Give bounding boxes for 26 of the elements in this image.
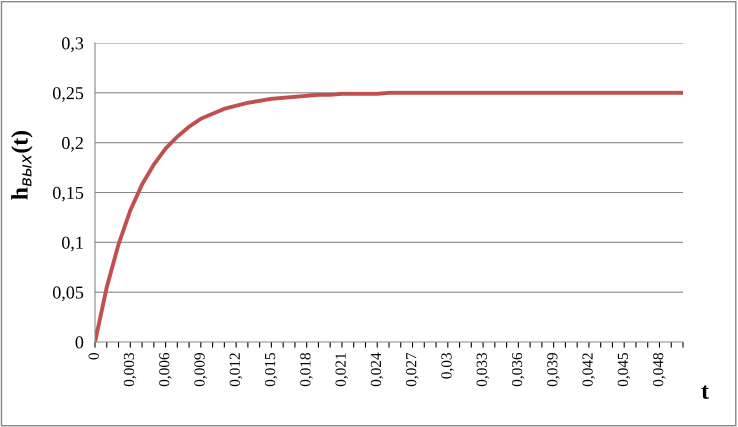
y-axis-title: h$_{вых}$(t) xyxy=(11,131,33,200)
x-tick-label: 0,045 xyxy=(618,353,630,386)
y-tick-label: 0,3 xyxy=(62,37,84,52)
x-tick-label: 0,003 xyxy=(124,353,136,386)
x-tick-label: 0,027 xyxy=(406,352,419,386)
x-tick-label: 0,015 xyxy=(264,353,278,386)
x-tick-label: 0,033 xyxy=(476,353,490,386)
y-tick-label: 0,05 xyxy=(52,286,84,302)
x-tick-label: 0 xyxy=(88,353,99,360)
x-tick-label: 0,024 xyxy=(370,352,384,386)
y-tick-label: 0,2 xyxy=(62,136,83,152)
y-tick-label: 0 xyxy=(76,336,84,348)
x-tick-label: 0,009 xyxy=(194,353,207,386)
x-tick-label: 0,03 xyxy=(441,353,454,379)
x-tick-label: 0,012 xyxy=(230,353,242,386)
x-tick-label: 0,048 xyxy=(652,353,666,386)
x-tick-label: 0,006 xyxy=(159,352,172,386)
x-tick-label: 0,042 xyxy=(582,353,595,386)
y-tick-label: 0,15 xyxy=(52,186,84,202)
y-tick-label: 0,1 xyxy=(62,236,83,252)
x-tick-label: 0,036 xyxy=(512,352,524,386)
x-tick-label: 0,018 xyxy=(300,353,313,386)
x-tick-label: 0,021 xyxy=(335,353,348,386)
x-axis-title: t xyxy=(701,385,709,399)
x-tick-label: 0,039 xyxy=(547,353,560,386)
y-tick-label: 0,25 xyxy=(52,87,84,102)
